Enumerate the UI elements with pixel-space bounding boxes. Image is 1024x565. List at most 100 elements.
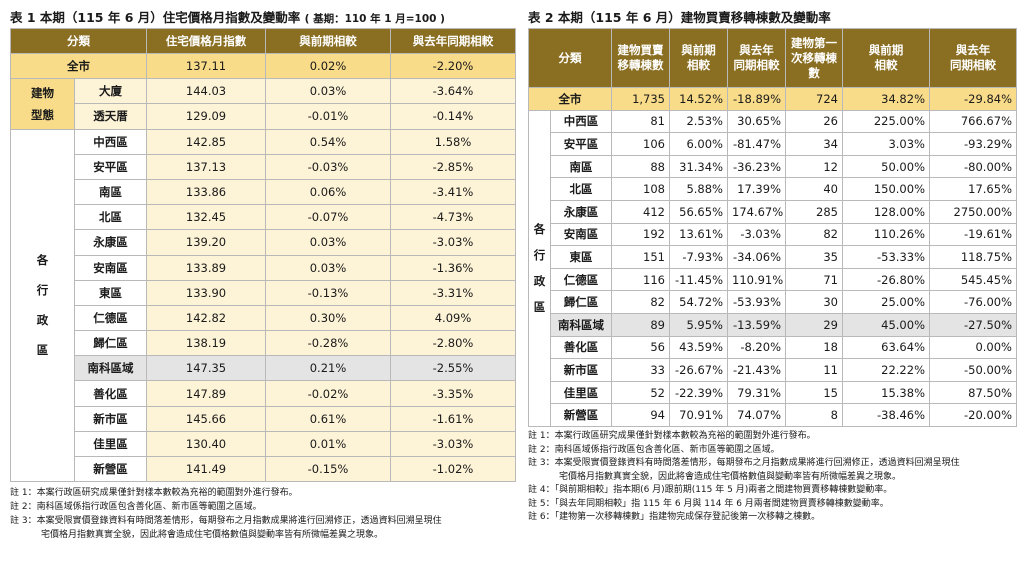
row-name: 佳里區 [550,380,612,405]
table1-row: 安南區 133.89 0.03% -1.36% [11,254,516,281]
district-group-label: 各行政區 [528,109,551,427]
row-y: -34.06% [727,245,786,269]
row-name: 安南區 [550,222,612,247]
row-f: 82 [785,222,843,247]
row-f: 71 [785,267,843,292]
row-y: 30.65% [727,109,786,134]
row-f: 30 [785,290,843,314]
row-mom: -0.07% [265,204,391,231]
header-mom: 與前期相較 [669,28,728,88]
header-line: 移轉棟數 [617,58,664,72]
row-y: -81.47% [727,132,786,156]
row-yoy: -3.31% [390,279,516,306]
table2-row: 新市區 33 -26.67% -21.43% 11 22.22% -50.00% [529,358,1017,382]
header-category: 分類 [10,28,147,54]
row-name: 安平區 [550,132,612,156]
table2-row: 歸仁區 82 54.72% -53.93% 30 25.00% -76.00% [529,290,1017,314]
row-name: 新市區 [74,405,147,432]
row-f: 15 [785,380,843,405]
header-first-yoy: 與去年 同期相較 [929,28,1017,88]
note-line: 註 5：「與去年同期相較」指 115 年 6 月與 114 年 6 月兩者間建物… [528,498,889,509]
row-c: 106 [611,132,670,156]
row-yoy: -4.73% [390,204,516,231]
table2-row: 新營區 94 70.91% 74.07% 8 -38.46% -20.00% [529,403,1017,427]
row-mom: 0.03% [265,254,391,281]
row-m: -7.93% [669,245,728,269]
row-index: 141.49 [146,455,266,483]
row-y: -8.20% [727,335,786,360]
row-yoy: -3.64% [390,78,516,105]
row-fm: 3.03% [842,132,930,156]
table1-row: 善化區 147.89 -0.02% -3.35% [11,380,516,407]
total-yoy: -18.89% [727,87,786,111]
table1-row: 透天厝 129.09 -0.01% -0.14% [11,103,516,130]
row-index: 147.35 [146,355,266,382]
row-c: 56 [611,335,670,360]
row-index: 133.89 [146,254,266,281]
row-c: 151 [611,245,670,269]
header-line: 與去年 [739,43,774,57]
row-name: 永康區 [550,199,612,224]
total-mom: 0.02% [265,52,391,80]
row-name: 歸仁區 [550,290,612,314]
header-line: 與前期 [681,43,716,57]
table1-row: 南區 133.86 0.06% -3.41% [11,178,516,206]
housing-price-index-table: 分類 住宅價格月指數 與前期相較 與去年同期相較 全市 137.11 0.02%… [10,28,516,483]
table1-row: 南科區域 147.35 0.21% -2.55% [11,355,516,382]
row-fm: 45.00% [842,312,930,337]
row-name: 安平區 [74,153,147,180]
row-fy: -20.00% [929,403,1017,427]
row-y: 74.07% [727,403,786,427]
row-name: 南區 [74,178,147,206]
row-c: 412 [611,199,670,224]
row-fm: 110.26% [842,222,930,247]
row-c: 52 [611,380,670,405]
header-first-mom: 與前期 相較 [842,28,930,88]
row-name: 永康區 [74,229,147,256]
row-f: 18 [785,335,843,360]
group-label-char: 行 [36,283,49,298]
table1-notes: 註 1：本案行政區研究成果僅針對樣本數較為充裕的範圍對外進行發布。 註 2：南科… [10,486,515,542]
header-yoy: 與去年同期相較 [727,28,786,88]
row-m: 5.88% [669,177,728,201]
row-c: 116 [611,267,670,292]
row-fy: -93.29% [929,132,1017,156]
row-mom: -0.15% [265,455,391,483]
row-mom: 0.21% [265,355,391,382]
note-line: 註 2：南科區域係指行政區包含善化區、新市區等範圍之區域。 [528,444,780,455]
header-line: 與去年 [955,43,991,57]
row-index: 130.40 [146,430,266,458]
row-mom: 0.54% [265,128,391,155]
row-name: 仁德區 [550,267,612,292]
row-fy: -80.00% [929,154,1017,179]
row-name: 新營區 [74,455,147,483]
row-f: 12 [785,154,843,179]
row-name: 安南區 [74,254,147,281]
row-fy: 17.65% [929,177,1017,201]
group-label-char: 政 [533,274,546,289]
header-line: 建物第一 [791,35,837,50]
row-fm: -38.46% [842,403,930,427]
row-y: -21.43% [727,358,786,382]
row-index: 147.89 [146,380,266,407]
total-name: 全市 [10,52,147,80]
row-index: 144.03 [146,78,266,105]
row-mom: -0.02% [265,380,391,407]
row-f: 34 [785,132,843,156]
total-count: 1,735 [611,87,670,111]
note-line: 註 4：「與前期相較」指本期(6 月)跟前期(115 年 5 月)兩者之間建物買… [528,485,893,496]
row-m: 54.72% [669,290,728,314]
row-mom: -0.13% [265,279,391,306]
group-label-char: 區 [36,343,49,358]
table2-header-row: 分類 建物買賣 移轉棟數 與前期 相較 與去年 同期相較 建物第一 次移轉棟數 與前期相… [528,28,1017,88]
total-first-yoy: -29.84% [929,87,1017,111]
row-y: 110.91% [727,267,786,292]
row-name: 歸仁區 [74,330,147,357]
row-c: 108 [611,177,670,201]
table1-title-base: ( 基期：110 年 1 月=100 ) [304,13,445,25]
total-mom: 14.52% [669,87,728,111]
row-m: -11.45% [669,267,728,292]
row-mom: 0.06% [265,178,391,206]
row-y: 174.67% [727,199,786,224]
district-group-label: 各行政區 [10,128,75,483]
